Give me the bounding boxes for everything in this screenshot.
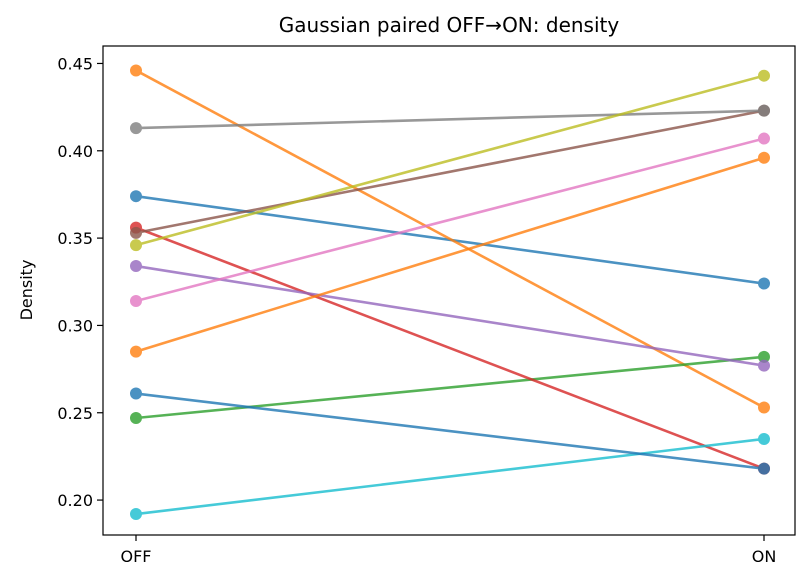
data-point bbox=[758, 277, 770, 290]
y-tick-label: 0.40 bbox=[57, 142, 93, 161]
data-point bbox=[758, 350, 770, 363]
x-axis: OFF ON bbox=[121, 535, 777, 566]
series-11 bbox=[130, 387, 770, 475]
data-point bbox=[758, 462, 770, 475]
y-axis-label: Density bbox=[17, 260, 36, 321]
series-3 bbox=[130, 350, 770, 424]
data-point bbox=[130, 122, 142, 135]
data-point bbox=[130, 411, 142, 424]
data-point bbox=[758, 432, 770, 445]
series-line bbox=[135, 109, 765, 130]
chart-title: Gaussian paired OFF→ON: density bbox=[279, 13, 620, 37]
series-12 bbox=[130, 151, 770, 358]
x-tick-label: ON bbox=[752, 547, 777, 566]
series-line bbox=[135, 74, 765, 247]
y-tick-label: 0.25 bbox=[57, 404, 93, 423]
series-line bbox=[135, 437, 765, 516]
series-2 bbox=[130, 64, 770, 414]
data-point bbox=[758, 104, 770, 117]
y-tick-label: 0.30 bbox=[57, 316, 93, 335]
data-point bbox=[130, 345, 142, 358]
data-point bbox=[130, 239, 142, 252]
series-9 bbox=[130, 69, 770, 252]
series-line bbox=[135, 156, 765, 353]
series-8 bbox=[130, 104, 770, 135]
data-point bbox=[130, 226, 142, 239]
data-point bbox=[130, 64, 142, 77]
x-tick-label: OFF bbox=[121, 547, 152, 566]
y-tick-label: 0.20 bbox=[57, 491, 93, 510]
series-layer bbox=[130, 64, 770, 521]
y-axis: 0.20 0.25 0.30 0.35 0.40 0.45 bbox=[57, 54, 103, 510]
y-tick-label: 0.35 bbox=[57, 229, 93, 248]
series-line bbox=[135, 226, 765, 470]
series-line bbox=[135, 69, 765, 409]
data-point bbox=[758, 359, 770, 372]
series-10 bbox=[130, 432, 770, 521]
series-line bbox=[135, 392, 765, 470]
data-point bbox=[758, 401, 770, 414]
series-7 bbox=[130, 132, 770, 307]
data-point bbox=[130, 190, 142, 203]
data-point bbox=[130, 260, 142, 273]
series-5 bbox=[130, 260, 770, 372]
data-point bbox=[130, 508, 142, 521]
data-point bbox=[758, 69, 770, 82]
data-point bbox=[130, 387, 142, 400]
series-line bbox=[135, 137, 765, 303]
data-point bbox=[130, 294, 142, 307]
series-line bbox=[135, 109, 765, 235]
data-point bbox=[758, 132, 770, 145]
series-line bbox=[135, 264, 765, 367]
plot-frame bbox=[102, 45, 796, 536]
y-tick-label: 0.45 bbox=[57, 54, 93, 73]
data-point bbox=[758, 151, 770, 164]
series-line bbox=[135, 355, 765, 420]
